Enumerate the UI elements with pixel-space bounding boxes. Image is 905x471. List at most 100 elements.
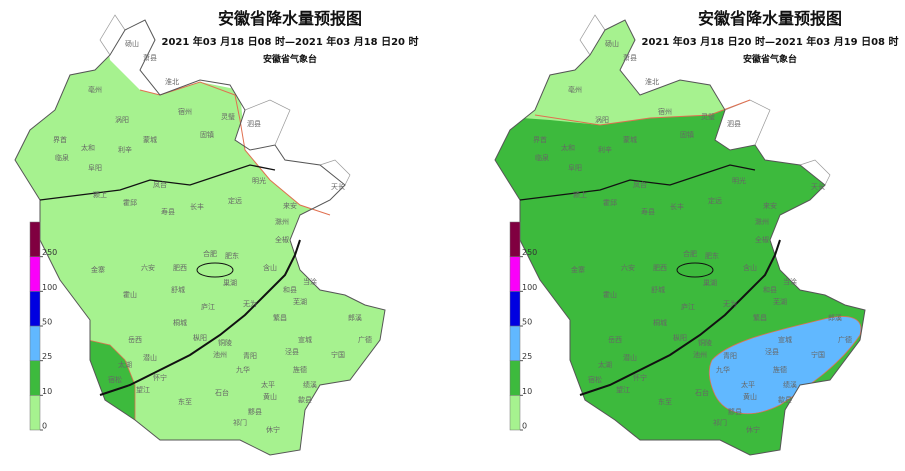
place-label: 金寨 — [91, 265, 105, 274]
place-label: 阜阳 — [88, 163, 102, 172]
place-label: 长丰 — [190, 202, 204, 211]
place-label: 怀宁 — [153, 373, 167, 382]
yangtze-river — [579, 239, 781, 396]
legend-swatch — [29, 291, 41, 327]
province-border — [14, 19, 386, 456]
legend-label: 250 — [522, 248, 537, 257]
place-label: 无为 — [243, 299, 257, 308]
place-label: 旌德 — [293, 365, 307, 374]
neighbor-border — [244, 99, 291, 146]
place-label: 歙县 — [298, 395, 312, 404]
place-label: 蒙城 — [623, 135, 637, 144]
neighbor-border — [579, 14, 606, 56]
place-label: 滁州 — [275, 217, 289, 226]
legend-swatch — [29, 360, 41, 396]
place-label: 淮北 — [165, 77, 179, 86]
chaohu-lake — [676, 262, 714, 278]
place-label: 广德 — [838, 335, 852, 344]
place-label: 明光 — [252, 176, 266, 185]
place-label: 宿州 — [178, 107, 192, 116]
legend-label: 25 — [522, 352, 532, 361]
chaohu-lake — [196, 262, 234, 278]
place-label: 和县 — [283, 285, 297, 294]
place-label: 来安 — [763, 201, 777, 210]
place-label: 固镇 — [200, 130, 214, 139]
place-label: 绩溪 — [783, 380, 797, 389]
place-label: 全椒 — [755, 235, 769, 244]
place-label: 黟县 — [248, 407, 262, 416]
place-label: 灵璧 — [221, 112, 235, 121]
place-label: 舒城 — [171, 285, 185, 294]
place-label: 界首 — [53, 135, 67, 144]
place-label: 界首 — [533, 135, 547, 144]
legend-label: 25 — [42, 352, 52, 361]
map-issuer: 安徽省气象台 — [263, 53, 317, 65]
place-label: 寿县 — [161, 207, 175, 216]
place-label: 利辛 — [598, 145, 612, 154]
place-label: 砀山 — [605, 39, 619, 48]
place-label: 芜湖 — [293, 297, 307, 306]
place-label: 潜山 — [143, 353, 157, 362]
rain-boundary — [534, 99, 751, 126]
place-label: 广德 — [358, 335, 372, 344]
place-label: 枞阳 — [673, 333, 687, 342]
place-label: 涡阳 — [595, 115, 609, 124]
place-label: 无为 — [723, 299, 737, 308]
place-label: 宣城 — [298, 335, 312, 344]
place-label: 霍邱 — [603, 199, 617, 207]
map-title: 安徽省降水量预报图 — [218, 9, 362, 28]
place-label: 黟县 — [728, 407, 742, 416]
place-label: 金寨 — [571, 265, 585, 274]
place-label: 池州 — [693, 350, 707, 359]
rain-boundary — [139, 81, 331, 216]
place-label: 宣城 — [778, 335, 792, 344]
place-label: 巢湖 — [703, 278, 717, 287]
province-fill — [15, 20, 385, 455]
legend-swatch — [29, 221, 41, 257]
place-label: 旌德 — [773, 365, 787, 374]
place-label: 繁昌 — [273, 313, 287, 322]
place-label: 池州 — [213, 350, 227, 359]
place-label: 祁门 — [233, 418, 247, 427]
rain-area-moderate — [495, 20, 865, 455]
place-label: 青阳 — [243, 351, 257, 360]
neighbor-border — [799, 159, 831, 186]
neighbor-border — [99, 14, 126, 56]
place-label: 涡阳 — [115, 115, 129, 124]
legend-label: 50 — [42, 318, 52, 327]
place-label: 望江 — [616, 385, 630, 394]
place-label: 亳州 — [88, 85, 102, 94]
legend-swatch — [509, 291, 521, 327]
legend-swatch — [509, 395, 521, 431]
map-period: 2021 年03 月18 日20 时—2021 年03 月19 日08 时 — [641, 35, 898, 48]
place-label: 泗县 — [727, 120, 741, 128]
place-label: 绩溪 — [303, 380, 317, 389]
place-label: 庐江 — [681, 302, 695, 311]
place-label: 望江 — [136, 385, 150, 394]
place-label: 利辛 — [118, 145, 132, 154]
legend-label: 10 — [522, 387, 532, 396]
place-label: 灵璧 — [701, 112, 715, 121]
place-label: 桐城 — [653, 318, 667, 327]
place-label: 太平 — [261, 380, 275, 389]
place-label: 郎溪 — [828, 313, 842, 322]
place-label: 歙县 — [778, 395, 792, 404]
legend-label: 100 — [42, 283, 57, 292]
place-label: 枞阳 — [193, 333, 207, 342]
place-label: 凤台 — [633, 180, 647, 189]
place-label: 宿松 — [108, 375, 122, 384]
legend-swatch — [29, 256, 41, 292]
place-label: 铜陵 — [698, 338, 712, 347]
legend-label: 10 — [42, 387, 52, 396]
place-label: 九华 — [716, 365, 730, 374]
legend-label: 250 — [42, 248, 57, 257]
place-label: 萧县 — [623, 53, 637, 62]
place-label: 当涂 — [303, 277, 317, 286]
place-label: 亳州 — [568, 85, 582, 94]
legend-label: 100 — [522, 283, 537, 292]
place-label: 岳西 — [608, 336, 622, 344]
place-label: 含山 — [263, 263, 277, 272]
place-label: 定远 — [708, 196, 722, 205]
